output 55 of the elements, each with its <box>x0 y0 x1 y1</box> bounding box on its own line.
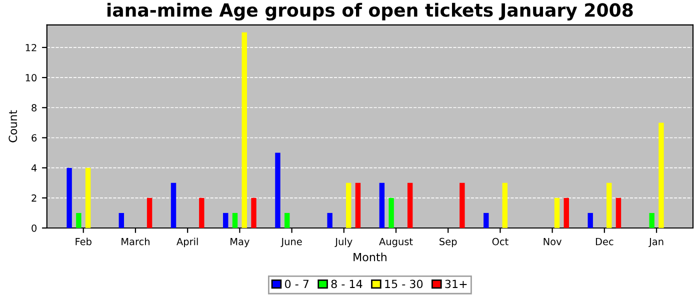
bar <box>564 198 569 228</box>
y-axis-title: Count <box>8 110 18 142</box>
x-tick-label: Sep <box>440 238 457 248</box>
y-tick-label: 12 <box>26 44 36 52</box>
bar <box>554 198 560 228</box>
bar <box>407 182 413 228</box>
y-tick-label: 6 <box>32 134 37 142</box>
bar <box>232 212 238 228</box>
x-tick-label: March <box>122 238 150 246</box>
bar <box>76 212 82 228</box>
bar <box>606 182 612 228</box>
bar <box>251 198 256 228</box>
legend-label: 31+ <box>445 280 467 288</box>
x-tick-label: April <box>176 238 198 248</box>
bar <box>388 198 394 228</box>
bar <box>242 32 247 228</box>
bar <box>460 182 465 228</box>
x-tick-label: July <box>334 238 352 248</box>
y-tick-label: 8 <box>32 104 37 112</box>
bar <box>649 212 654 228</box>
bar <box>85 168 91 228</box>
bar <box>118 212 124 228</box>
bar <box>658 122 664 228</box>
x-tick-label: Nov <box>544 238 562 246</box>
bar <box>146 198 152 228</box>
legend-label: 15 - 30 <box>385 280 423 288</box>
chart-title: iana-mime Age groups of open tickets January 2008 <box>107 2 633 20</box>
y-tick-label: 4 <box>31 164 37 172</box>
x-tick-label: May <box>230 238 250 248</box>
x-tick-label: Feb <box>76 238 92 246</box>
bar <box>327 212 332 228</box>
bar <box>588 212 593 228</box>
x-tick-label: Dec <box>596 238 614 246</box>
bar <box>275 152 280 228</box>
x-tick-label: Jan <box>648 238 664 248</box>
bar <box>66 168 72 228</box>
bar <box>616 198 622 228</box>
x-axis-title: Month <box>354 252 386 262</box>
bar <box>484 212 489 228</box>
y-tick-label: 10 <box>26 74 37 82</box>
y-tick-label: 0 <box>32 224 37 232</box>
legend-label: 8 - 14 <box>331 280 362 288</box>
x-tick-label: June <box>280 238 302 248</box>
bar <box>502 182 508 228</box>
x-tick-label: August <box>379 238 413 248</box>
bar <box>346 182 352 228</box>
bar <box>284 212 290 228</box>
bar <box>223 212 228 228</box>
legend-label: 0 - 7 <box>284 280 309 288</box>
y-tick-label: 2 <box>32 194 36 202</box>
bar <box>379 182 385 228</box>
bar <box>199 198 204 228</box>
bar <box>170 182 176 228</box>
x-tick-label: Oct <box>492 238 508 246</box>
bar <box>355 182 361 228</box>
